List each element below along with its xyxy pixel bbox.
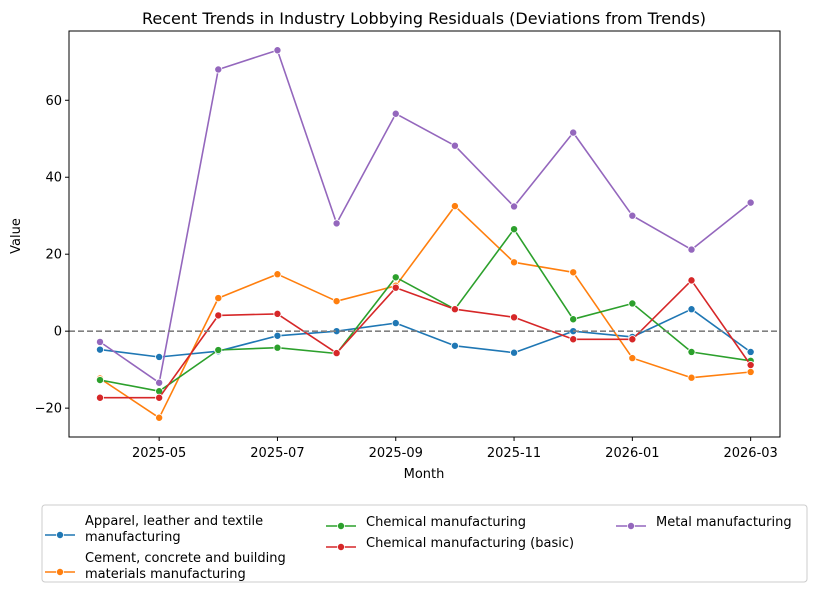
data-point — [274, 310, 281, 317]
data-point — [96, 346, 103, 353]
data-point — [333, 298, 340, 305]
data-point — [96, 376, 103, 383]
x-axis-title: Month — [404, 467, 445, 482]
data-point — [510, 226, 517, 233]
data-point — [215, 312, 222, 319]
data-point — [510, 314, 517, 321]
data-point — [156, 414, 163, 421]
data-point — [451, 202, 458, 209]
series-line-1 — [100, 206, 751, 418]
data-point — [570, 336, 577, 343]
data-point — [629, 300, 636, 307]
data-point — [274, 344, 281, 351]
x-tick-label: 2026-03 — [723, 446, 777, 461]
data-point — [392, 319, 399, 326]
data-point — [96, 394, 103, 401]
data-point — [333, 350, 340, 357]
x-axis: 2025-05 2025-07 2025-09 2025-11 2026-01 2026-… — [132, 437, 778, 461]
data-point — [215, 294, 222, 301]
legend-swatch-marker — [56, 568, 63, 575]
data-point — [510, 349, 517, 356]
legend-label: materials manufacturing — [85, 567, 246, 582]
data-point — [392, 110, 399, 117]
y-axis: −20 0 20 40 60 — [35, 94, 69, 417]
data-point — [392, 284, 399, 291]
data-point — [215, 346, 222, 353]
y-tick-label: 60 — [45, 94, 62, 109]
data-point — [274, 47, 281, 54]
data-point — [570, 129, 577, 136]
y-tick-label: 20 — [45, 248, 62, 263]
data-point — [156, 353, 163, 360]
data-point — [688, 277, 695, 284]
series-line-0 — [100, 309, 751, 357]
y-tick-label: −20 — [35, 402, 62, 417]
data-point — [747, 199, 754, 206]
x-tick-label: 2025-07 — [250, 446, 304, 461]
data-point — [333, 220, 340, 227]
data-point — [570, 269, 577, 276]
legend-swatch-marker — [627, 522, 634, 529]
data-point — [274, 271, 281, 278]
series-line-2 — [100, 229, 751, 391]
legend-label: Cement, concrete and building — [85, 551, 286, 566]
data-point — [629, 336, 636, 343]
data-point — [510, 203, 517, 210]
x-tick-label: 2025-09 — [369, 446, 423, 461]
data-point — [747, 368, 754, 375]
y-tick-label: 0 — [54, 325, 62, 340]
legend-swatch-marker — [56, 531, 63, 538]
data-point — [747, 361, 754, 368]
x-tick-label: 2025-05 — [132, 446, 186, 461]
data-point — [747, 348, 754, 355]
legend: Apparel, leather and textilemanufacturin… — [42, 505, 807, 582]
data-point — [510, 259, 517, 266]
y-axis-title: Value — [9, 218, 24, 254]
x-tick-label: 2026-01 — [605, 446, 659, 461]
data-point — [156, 379, 163, 386]
data-point — [451, 142, 458, 149]
data-point — [451, 306, 458, 313]
legend-label: manufacturing — [85, 530, 181, 545]
series-line-4 — [100, 50, 751, 383]
y-tick-label: 40 — [45, 171, 62, 186]
data-point — [451, 342, 458, 349]
x-tick-label: 2025-11 — [487, 446, 541, 461]
chart-title: Recent Trends in Industry Lobbying Resid… — [142, 9, 706, 28]
data-point — [688, 306, 695, 313]
legend-label: Chemical manufacturing (basic) — [366, 536, 574, 551]
data-point — [392, 274, 399, 281]
data-point — [570, 316, 577, 323]
data-point — [215, 66, 222, 73]
data-point — [96, 338, 103, 345]
data-point — [688, 374, 695, 381]
legend-label: Chemical manufacturing — [366, 515, 526, 530]
data-point — [629, 212, 636, 219]
series-layer — [96, 47, 754, 422]
legend-label: Apparel, leather and textile — [85, 514, 263, 529]
data-point — [688, 246, 695, 253]
data-point — [629, 355, 636, 362]
legend-swatch-marker — [337, 522, 344, 529]
legend-swatch-marker — [337, 543, 344, 550]
data-point — [688, 348, 695, 355]
data-point — [274, 332, 281, 339]
data-point — [156, 394, 163, 401]
legend-label: Metal manufacturing — [656, 515, 792, 530]
